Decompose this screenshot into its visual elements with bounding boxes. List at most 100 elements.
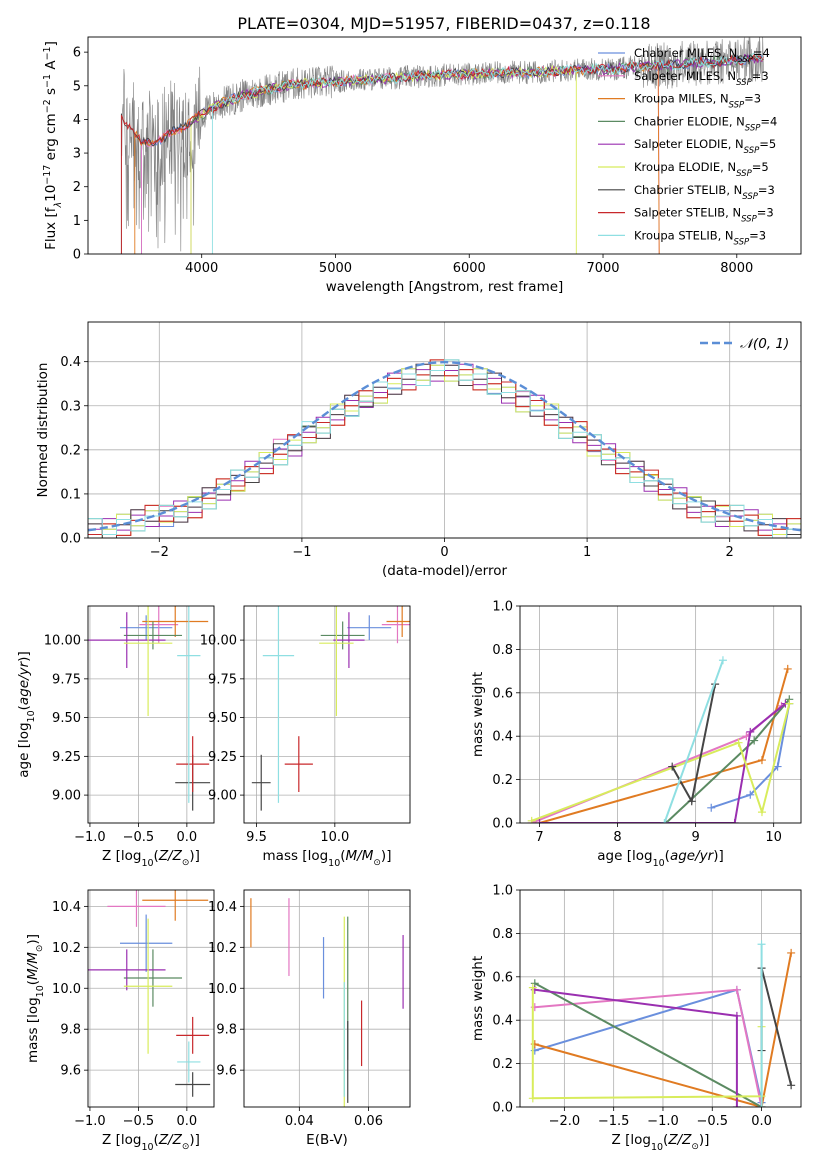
panels: 4000 5000 6000 7000 8000 0 1 2 3 4 5 6 wavelength [A… — [16, 36, 802, 1153]
label-part: =3 — [752, 69, 769, 83]
grid — [88, 322, 801, 539]
y-tick-label: 0.4 — [60, 355, 81, 370]
axes: 7 8 9 10 0.0 0.2 0.4 0.6 0.8 1.0 age [log10(age/yr… — [470, 600, 802, 869]
label-part: SSP — [729, 101, 745, 111]
x-axis-label: E(B-V) — [306, 1132, 348, 1148]
label-part: age/yr — [670, 848, 715, 864]
y-tick-label: 0.2 — [492, 773, 513, 788]
label-part: ⊙ — [691, 1142, 699, 1152]
y-tick-label: 9.25 — [208, 750, 237, 765]
panel-residuals: −2 −1 0 1 2 0.0 0.1 0.2 0.3 0.4 (data-model)/error… — [35, 321, 802, 579]
y-tick-label: 0.6 — [492, 686, 513, 701]
label-part: )] — [713, 848, 724, 864]
x-tick-label: −0.5 — [123, 830, 155, 845]
label-part: −2 — [42, 99, 53, 113]
y-axis-label: mass weight — [470, 956, 486, 1041]
axes-frame — [519, 605, 802, 824]
label-part: =3 — [749, 228, 766, 242]
weight-point-kroupa-elodie — [734, 738, 743, 747]
label-part: s — [43, 88, 59, 99]
weight-line-salpeter-elodie — [534, 988, 738, 1107]
legend-label-salpeter-elodie: Salpeter ELODIE, NSSP=5 — [634, 137, 776, 156]
x-tick-label: 1 — [583, 545, 591, 560]
axes-frame — [519, 889, 802, 1108]
label-part: SSP — [734, 237, 750, 247]
y-tick-label: 10.00 — [200, 634, 237, 649]
plot-area — [88, 606, 211, 811]
label-part: −1 — [42, 74, 53, 88]
x-axis-label: mass [log10(M/M⊙)] — [263, 848, 392, 869]
x-axis-label: Z [log10(Z/Z⊙)] — [612, 1132, 710, 1153]
label-part: M/M — [346, 848, 374, 864]
label-part: A — [43, 60, 59, 74]
y-tick-label: 9.8 — [216, 1023, 237, 1038]
x-tick-label: 10.0 — [320, 830, 349, 845]
label-part: =3 — [757, 206, 774, 220]
label-part: −1 — [42, 46, 53, 60]
label-part: SSP — [744, 146, 760, 156]
y-axis-label: Flux [fλ10−17 erg cm−2 s−1 A−1] — [42, 41, 64, 250]
axes-frame — [87, 321, 802, 539]
axes-frame — [87, 605, 215, 824]
label-part: =4 — [753, 46, 770, 60]
y-tick-label: 9.00 — [52, 789, 81, 804]
legend-label-kroupa-elodie: Kroupa ELODIE, NSSP=5 — [634, 160, 769, 179]
label-part: SSP — [737, 55, 753, 65]
x-tick-label: −1.0 — [74, 1114, 106, 1129]
y-tick-label: 10.0 — [52, 982, 81, 997]
x-tick-label: −1.5 — [598, 1114, 630, 1129]
legend-label-chabrier-elodie: Chabrier ELODIE, NSSP=4 — [634, 114, 777, 133]
axes: −1.0 −0.5 0.0 9.6 9.8 10.0 10.2 10.4 Z [log10(Z/… — [25, 889, 215, 1153]
y-tick-label: 0.4 — [492, 1014, 513, 1029]
x-axis-label: wavelength [Angstrom, rest frame] — [326, 279, 564, 295]
y-tick-label: 9.75 — [52, 672, 81, 687]
x-tick-label: 7000 — [586, 261, 619, 276]
legend-label-salpeter-miles: Salpeter MILES, NSSP=3 — [634, 69, 769, 88]
weight-point-chabrier-stelib — [668, 762, 677, 771]
y-axis-label: mass [log10(M/M⊙)] — [25, 934, 46, 1063]
model-salpeter-miles — [141, 60, 660, 254]
x-tick-label: 7 — [535, 830, 543, 845]
label-part: 10 — [26, 710, 37, 722]
plot-area — [528, 940, 796, 1107]
axes: −2 −1 0 1 2 0.0 0.1 0.2 0.3 0.4 (data-model)/error… — [35, 321, 802, 579]
label-part: 10 — [43, 185, 59, 202]
panel-ebv-mass: 0.04 0.06 9.6 9.8 10.0 10.2 10.4 E(B-V) — [208, 889, 411, 1148]
plot-area — [527, 656, 794, 823]
grid — [88, 606, 214, 823]
label-part: ⊙ — [182, 858, 190, 868]
label-part: Z/Z — [667, 1132, 692, 1148]
weight-point-salpeter-elodie — [732, 1103, 741, 1107]
plot-area — [250, 898, 404, 1107]
y-tick-label: 0.0 — [60, 532, 81, 547]
x-tick-label: 10 — [765, 830, 782, 845]
y-tick-label: 9.8 — [60, 1023, 81, 1038]
figure-title: PLATE=0304, MJD=51957, FIBERID=0437, z=0… — [237, 14, 650, 33]
label-part: erg cm — [43, 113, 59, 164]
x-tick-label: −1 — [292, 545, 311, 560]
label-part: 10 — [653, 858, 665, 869]
label-part: ] — [43, 41, 59, 46]
x-tick-label: −0.5 — [123, 1114, 155, 1129]
x-axis-label: Z [log10(Z/Z⊙)] — [102, 1132, 200, 1153]
y-tick-label: 1 — [73, 214, 81, 229]
grid — [520, 605, 801, 824]
y-tick-label: 9.50 — [208, 711, 237, 726]
weight-line-kroupa-miles — [534, 952, 793, 1107]
y-tick-label: 0.0 — [492, 817, 513, 832]
plot-area — [88, 359, 801, 538]
y-tick-label: 1.0 — [492, 884, 513, 899]
y-axis-label: age [log10(age/yr)] — [16, 651, 37, 777]
weight-point-chabrier-stelib — [687, 797, 696, 806]
model-chabrier-stelib — [120, 54, 764, 254]
label-part: 10 — [141, 1142, 153, 1153]
model-kroupa-stelib — [211, 52, 764, 254]
weight-point-chabrier-elodie — [750, 736, 759, 745]
axes: −1.0 −0.5 0.0 9.00 9.25 9.50 9.75 10.00 Z [log10… — [16, 605, 215, 869]
panel-mass-age: 9.5 10.0 9.00 9.25 9.50 9.75 10.00 mass [log10(… — [200, 605, 411, 869]
axes-frame — [87, 889, 215, 1108]
label-part: 10 — [328, 858, 340, 869]
label-part: =4 — [760, 114, 777, 128]
label-part: 10 — [651, 1142, 663, 1153]
